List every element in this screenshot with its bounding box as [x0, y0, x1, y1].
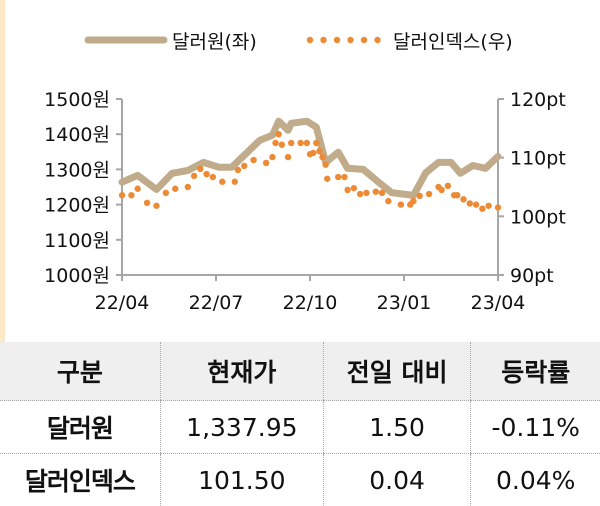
right-tick-label: 110pt	[510, 148, 566, 170]
exchange-rate-chart: 1500원 1400원 1300원 1200원 1100원 1000원 120pt 110pt…	[0, 0, 600, 342]
series-point-dollar-index	[341, 174, 347, 180]
series-point-dollar-index	[479, 206, 485, 212]
row-price: 101.50	[160, 454, 323, 506]
legend-swatch-dollar-index	[374, 37, 380, 43]
series-point-dollar-index	[134, 186, 140, 192]
series-point-dollar-index	[219, 179, 225, 185]
table-row: 달러원 1,337.95 1.50 -0.11%	[0, 401, 600, 454]
x-tick-label: 23/01	[377, 292, 432, 314]
right-tick-label: 100pt	[510, 206, 566, 228]
series-point-dollar-index	[232, 179, 238, 185]
series-point-dollar-index	[250, 157, 256, 163]
series-point-dollar-index	[344, 187, 350, 193]
row-change: 1.50	[323, 401, 471, 454]
legend-swatch-dollar-index	[307, 37, 313, 43]
table-header-row: 구분 현재가 전일 대비 등락률	[0, 342, 600, 401]
row-price: 1,337.95	[160, 401, 323, 454]
series-point-dollar-index	[335, 174, 341, 180]
series-point-dollar-index	[454, 192, 460, 198]
series-point-dollar-index	[144, 200, 150, 206]
row-change: 0.04	[323, 454, 471, 506]
legend-swatch-dollar-index	[361, 37, 367, 43]
series-point-dollar-index	[363, 190, 369, 196]
row-name: 달러인덱스	[0, 454, 160, 506]
legend-label-krw-usd: 달러원(좌)	[172, 31, 257, 53]
series-point-dollar-index	[279, 142, 285, 148]
series-point-dollar-index	[285, 154, 291, 160]
series-point-dollar-index	[310, 150, 316, 156]
series-point-dollar-index	[324, 176, 330, 182]
series-point-dollar-index	[495, 204, 501, 210]
table-row: 달러인덱스 101.50 0.04 0.04%	[0, 454, 600, 506]
series-point-dollar-index	[269, 154, 275, 160]
series-point-dollar-index	[197, 166, 203, 172]
series-point-dollar-index	[235, 167, 241, 173]
series-point-dollar-index	[460, 196, 466, 202]
legend-swatch-dollar-index	[347, 37, 353, 43]
series-point-dollar-index	[275, 131, 281, 137]
legend-swatch-dollar-index	[334, 37, 340, 43]
series-point-dollar-index	[272, 140, 278, 146]
series-point-dollar-index	[416, 193, 422, 199]
series-point-dollar-index	[322, 162, 328, 168]
series-point-dollar-index	[172, 186, 178, 192]
series-point-dollar-index	[119, 192, 125, 198]
legend-swatch-dollar-index	[320, 37, 326, 43]
series-point-dollar-index	[485, 203, 491, 209]
left-tick-label: 1400원	[44, 124, 110, 146]
series-point-dollar-index	[203, 171, 209, 177]
x-tick-label: 22/04	[95, 292, 150, 314]
series-point-dollar-index	[153, 203, 159, 209]
series-point-dollar-index	[185, 184, 191, 190]
series-point-dollar-index	[316, 148, 322, 154]
series-point-dollar-index	[398, 201, 404, 207]
x-tick-label: 22/07	[189, 292, 244, 314]
series-point-dollar-index	[128, 192, 134, 198]
left-tick-label: 1100원	[44, 230, 110, 252]
series-point-dollar-index	[357, 191, 363, 197]
series-point-dollar-index	[263, 160, 269, 166]
summary-table: 구분 현재가 전일 대비 등락률 달러원 1,337.95 1.50 -0.11…	[0, 342, 600, 506]
left-tick-label: 1200원	[44, 195, 110, 217]
series-line-krw-usd	[122, 121, 498, 195]
row-rate: 0.04%	[471, 454, 600, 506]
series-point-dollar-index	[304, 140, 310, 146]
row-name: 달러원	[0, 401, 160, 454]
x-tick-label: 22/10	[283, 292, 338, 314]
series-point-dollar-index	[438, 187, 444, 193]
x-tick-label: 23/04	[471, 292, 526, 314]
series-point-dollar-index	[191, 173, 197, 179]
row-rate: -0.11%	[471, 401, 600, 454]
series-point-dollar-index	[241, 163, 247, 169]
series-point-dollar-index	[297, 140, 303, 146]
header-rate: 등락률	[471, 342, 600, 401]
left-tick-label: 1000원	[44, 265, 110, 287]
header-change: 전일 대비	[323, 342, 471, 401]
series-point-dollar-index	[210, 174, 216, 180]
header-price: 현재가	[160, 342, 323, 401]
series-point-dollar-index	[410, 198, 416, 204]
left-tick-label: 1300원	[44, 159, 110, 181]
series-point-dollar-index	[373, 188, 379, 194]
series-point-dollar-index	[385, 198, 391, 204]
header-category: 구분	[0, 342, 160, 401]
series-point-dollar-index	[467, 200, 473, 206]
series-point-dollar-index	[426, 191, 432, 197]
series-point-dollar-index	[473, 201, 479, 207]
series-point-dollar-index	[445, 183, 451, 189]
right-tick-label: 120pt	[510, 89, 566, 111]
series-point-dollar-index	[313, 140, 319, 146]
legend-label-dollar-index: 달러인덱스(우)	[393, 31, 513, 53]
left-tick-label: 1500원	[44, 89, 110, 111]
series-point-dollar-index	[163, 190, 169, 196]
series-point-dollar-index	[351, 185, 357, 191]
series-point-dollar-index	[379, 190, 385, 196]
right-tick-label: 90pt	[510, 265, 554, 287]
series-point-dollar-index	[288, 140, 294, 146]
series-point-dollar-index	[319, 154, 325, 160]
